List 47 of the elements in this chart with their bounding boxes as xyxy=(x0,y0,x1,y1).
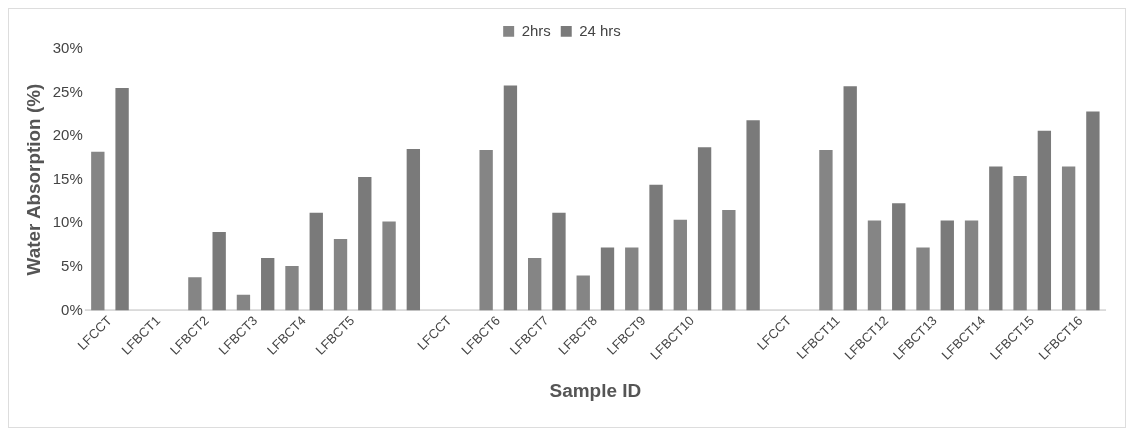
bar xyxy=(576,275,590,311)
bar xyxy=(625,247,639,311)
bar xyxy=(552,212,566,311)
bar xyxy=(867,220,882,311)
bar xyxy=(649,184,663,311)
y-tick-label: 30% xyxy=(52,38,83,56)
bar xyxy=(964,220,979,311)
y-tick-label: 5% xyxy=(61,256,83,274)
bar xyxy=(406,149,421,311)
bar xyxy=(309,212,323,311)
bar xyxy=(382,221,396,311)
bar xyxy=(358,176,372,311)
bar xyxy=(697,147,712,311)
bar xyxy=(843,86,857,311)
bar xyxy=(1037,130,1052,311)
y-tick-label: 15% xyxy=(52,169,83,187)
bar xyxy=(285,265,299,311)
bar xyxy=(1086,111,1100,311)
bar xyxy=(528,258,542,311)
bar xyxy=(940,220,954,311)
bar xyxy=(989,166,1003,311)
bar xyxy=(892,203,906,311)
bar xyxy=(479,149,493,311)
bar xyxy=(1061,166,1076,311)
bar xyxy=(212,231,226,311)
x-axis-title: Sample ID xyxy=(549,380,642,401)
bar xyxy=(333,238,348,311)
bar xyxy=(746,120,760,311)
y-tick-label: 10% xyxy=(52,213,83,231)
bar xyxy=(236,294,251,311)
bar xyxy=(503,85,518,311)
bar xyxy=(115,88,129,311)
bar xyxy=(600,247,615,311)
y-tick-label: 20% xyxy=(52,126,83,144)
bar xyxy=(916,247,930,311)
bar xyxy=(673,219,687,311)
y-tick-label: 25% xyxy=(52,82,83,100)
y-tick-label: 0% xyxy=(61,300,83,318)
legend-label: 2hrs xyxy=(521,21,551,39)
bar xyxy=(819,149,833,311)
bar xyxy=(261,258,275,311)
bar xyxy=(722,210,736,311)
y-axis-title: Water Absorption (%) xyxy=(22,83,44,276)
legend-label: 24 hrs xyxy=(579,21,621,39)
bar xyxy=(188,277,202,311)
bar xyxy=(1013,176,1027,311)
bar xyxy=(91,151,105,311)
